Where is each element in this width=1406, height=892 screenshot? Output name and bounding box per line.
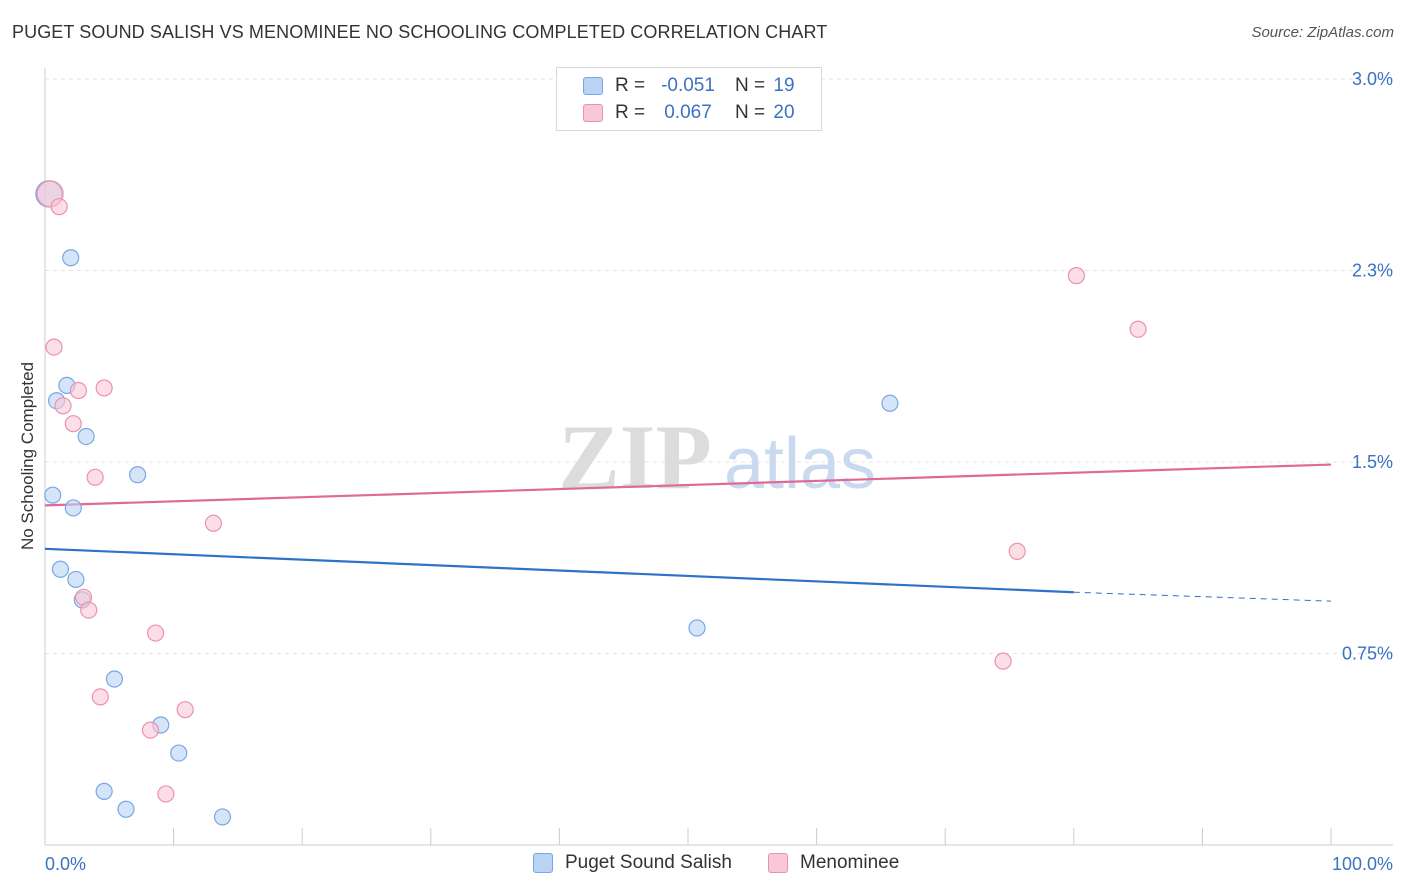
legend-n-label: N =	[735, 75, 766, 96]
point-menominee	[95, 379, 113, 397]
point-puget	[881, 394, 899, 412]
legend-r-label: R =	[615, 75, 646, 96]
trend-lines	[44, 463, 1332, 602]
trend-extension-puget	[1073, 591, 1332, 602]
source-label: Source: ZipAtlas.com	[1251, 24, 1394, 41]
chart-title: PUGET SOUND SALISH VS MENOMINEE NO SCHOO…	[12, 22, 828, 42]
bottom-legend-label-menominee: Menominee	[800, 852, 900, 873]
point-menominee	[64, 415, 82, 433]
point-puget	[688, 619, 706, 637]
bottom-legend-puget: Puget Sound Salish	[533, 852, 732, 874]
bottom-legend-swatch-puget	[533, 853, 553, 873]
legend-swatch-puget	[583, 77, 603, 95]
point-puget	[62, 249, 80, 267]
point-puget	[105, 670, 124, 688]
legend-n-label: N =	[735, 102, 766, 123]
legend-swatch-menominee	[583, 104, 603, 122]
point-menominee	[204, 514, 223, 532]
data-points	[35, 180, 1147, 826]
point-puget	[95, 782, 113, 800]
point-puget	[170, 744, 188, 762]
point-menominee	[50, 198, 68, 216]
legend-row-menominee: R = 0.067 N = 20	[583, 101, 799, 125]
y-tick-label: 1.5%	[1352, 452, 1393, 472]
trend-line-puget	[44, 547, 1074, 594]
tick-labels: 0.75% 1.5% 2.3% 3.0% 0.0% 100.0%	[45, 69, 1393, 874]
point-puget	[44, 486, 62, 504]
point-menominee	[157, 785, 175, 803]
legend-row-puget: R = -0.051 N = 19	[583, 74, 799, 98]
point-puget	[64, 499, 82, 517]
x-tick-label: 0.0%	[45, 854, 86, 874]
bottom-legend-swatch-menominee	[768, 853, 788, 873]
watermark-atlas: atlas	[724, 424, 876, 504]
axes	[44, 68, 1393, 846]
legend-n-value: 19	[773, 75, 795, 96]
point-menominee	[45, 338, 63, 356]
point-menominee	[141, 721, 160, 739]
point-menominee	[91, 688, 109, 706]
point-menominee	[1008, 542, 1026, 560]
grid-lines	[45, 78, 1393, 654]
y-tick-label: 2.3%	[1352, 261, 1393, 281]
point-puget	[51, 560, 70, 578]
point-menominee	[80, 601, 98, 619]
stats-legend: R = -0.051 N = 19 R = 0.067 N = 20	[556, 67, 822, 131]
legend-r-value: -0.051	[661, 75, 715, 96]
point-menominee	[1129, 320, 1147, 338]
point-menominee	[146, 624, 165, 642]
legend-r-label: R =	[615, 102, 646, 123]
bottom-legend-label-puget: Puget Sound Salish	[565, 852, 732, 873]
trend-line-menominee	[44, 463, 1332, 507]
legend-n-value: 20	[773, 102, 795, 123]
point-menominee	[176, 701, 194, 719]
point-puget	[128, 466, 147, 484]
point-menominee	[86, 468, 104, 486]
point-puget	[77, 427, 95, 446]
point-puget	[67, 570, 85, 589]
watermark-zip: ZIP	[558, 406, 711, 508]
x-tick-label: 100.0%	[1332, 854, 1393, 874]
y-tick-label: 0.75%	[1342, 644, 1393, 664]
point-menominee	[54, 397, 72, 415]
point-menominee	[1067, 267, 1085, 285]
point-menominee	[994, 652, 1012, 670]
y-axis-label: No Schooling Completed	[18, 362, 37, 550]
legend-r-value: 0.067	[664, 102, 712, 123]
point-puget	[117, 800, 135, 818]
bottom-legend-menominee: Menominee	[768, 852, 899, 874]
point-puget	[213, 808, 232, 826]
y-tick-label: 3.0%	[1352, 69, 1393, 89]
point-menominee	[69, 381, 88, 400]
